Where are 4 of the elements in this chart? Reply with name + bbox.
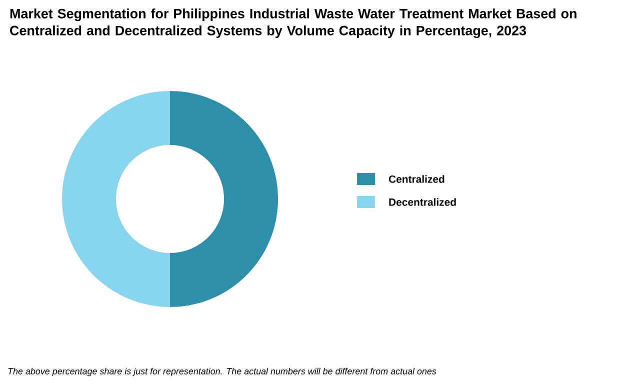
legend-label: Decentralized — [389, 198, 456, 206]
chart-title: Market Segmentation for Philippines Industrial Waste Water Treatment Market Based on Centralized and Decentralized Systems by Volume Capacity in Percentage, 2023 — [10, 8, 576, 38]
text: The above percentage share is just for representation. The actual numbers will be different from actual ones — [8, 368, 436, 376]
legend-label: Centralized — [388, 175, 444, 183]
